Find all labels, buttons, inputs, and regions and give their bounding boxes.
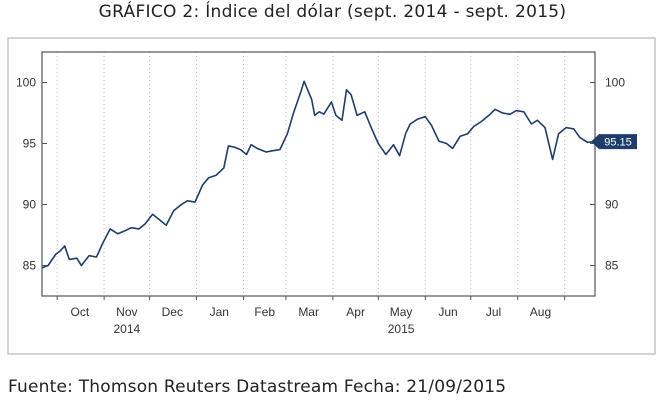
x-year-label: 2014 bbox=[113, 322, 140, 336]
y-tick-label-right: 85 bbox=[605, 259, 619, 273]
x-tick-label: Jul bbox=[486, 305, 501, 319]
y-tick-label-left: 100 bbox=[16, 76, 36, 90]
y-tick-label-left: 95 bbox=[23, 137, 37, 151]
x-tick-label: Aug bbox=[530, 305, 551, 319]
dollar-index-chart: 858590909595100100 OctNovDecJanFebMarApr… bbox=[7, 37, 656, 355]
dollar-index-line bbox=[41, 80, 596, 269]
last-value-text: 95.15 bbox=[604, 137, 632, 149]
x-tick-label: Mar bbox=[298, 305, 319, 319]
source-note: Fuente: Thomson Reuters Datastream Fecha… bbox=[8, 377, 507, 397]
last-value-tag bbox=[591, 134, 637, 150]
last-value-label: 95.15 bbox=[591, 134, 637, 150]
x-axis-ticks: Oct Nov Dec Jan Feb Mar Apr May Jun Jul Aug 2014 201… bbox=[71, 305, 552, 336]
x-year-label: 2015 bbox=[388, 322, 415, 336]
y-tick-label-right: 90 bbox=[605, 198, 619, 212]
chart-title: GRÁFICO 2: Índice del dólar (sept. 2014 … bbox=[98, 2, 567, 22]
y-tick-label-left: 85 bbox=[23, 259, 37, 273]
chart-outer-frame bbox=[7, 37, 656, 355]
x-tick-label: Oct bbox=[71, 305, 90, 319]
x-tick-label: Apr bbox=[346, 305, 365, 319]
y-tick-label-left: 90 bbox=[23, 198, 37, 212]
month-gridlines bbox=[56, 52, 566, 300]
x-tick-label: Jan bbox=[210, 305, 229, 319]
x-tick-label: Nov bbox=[116, 305, 137, 319]
x-tick-label: Feb bbox=[254, 305, 275, 319]
x-tick-label: Dec bbox=[162, 305, 183, 319]
x-tick-label: May bbox=[390, 305, 413, 319]
y-tick-label-right: 100 bbox=[605, 76, 625, 90]
plot-area-frame bbox=[41, 51, 596, 297]
x-tick-label: Jun bbox=[438, 305, 457, 319]
